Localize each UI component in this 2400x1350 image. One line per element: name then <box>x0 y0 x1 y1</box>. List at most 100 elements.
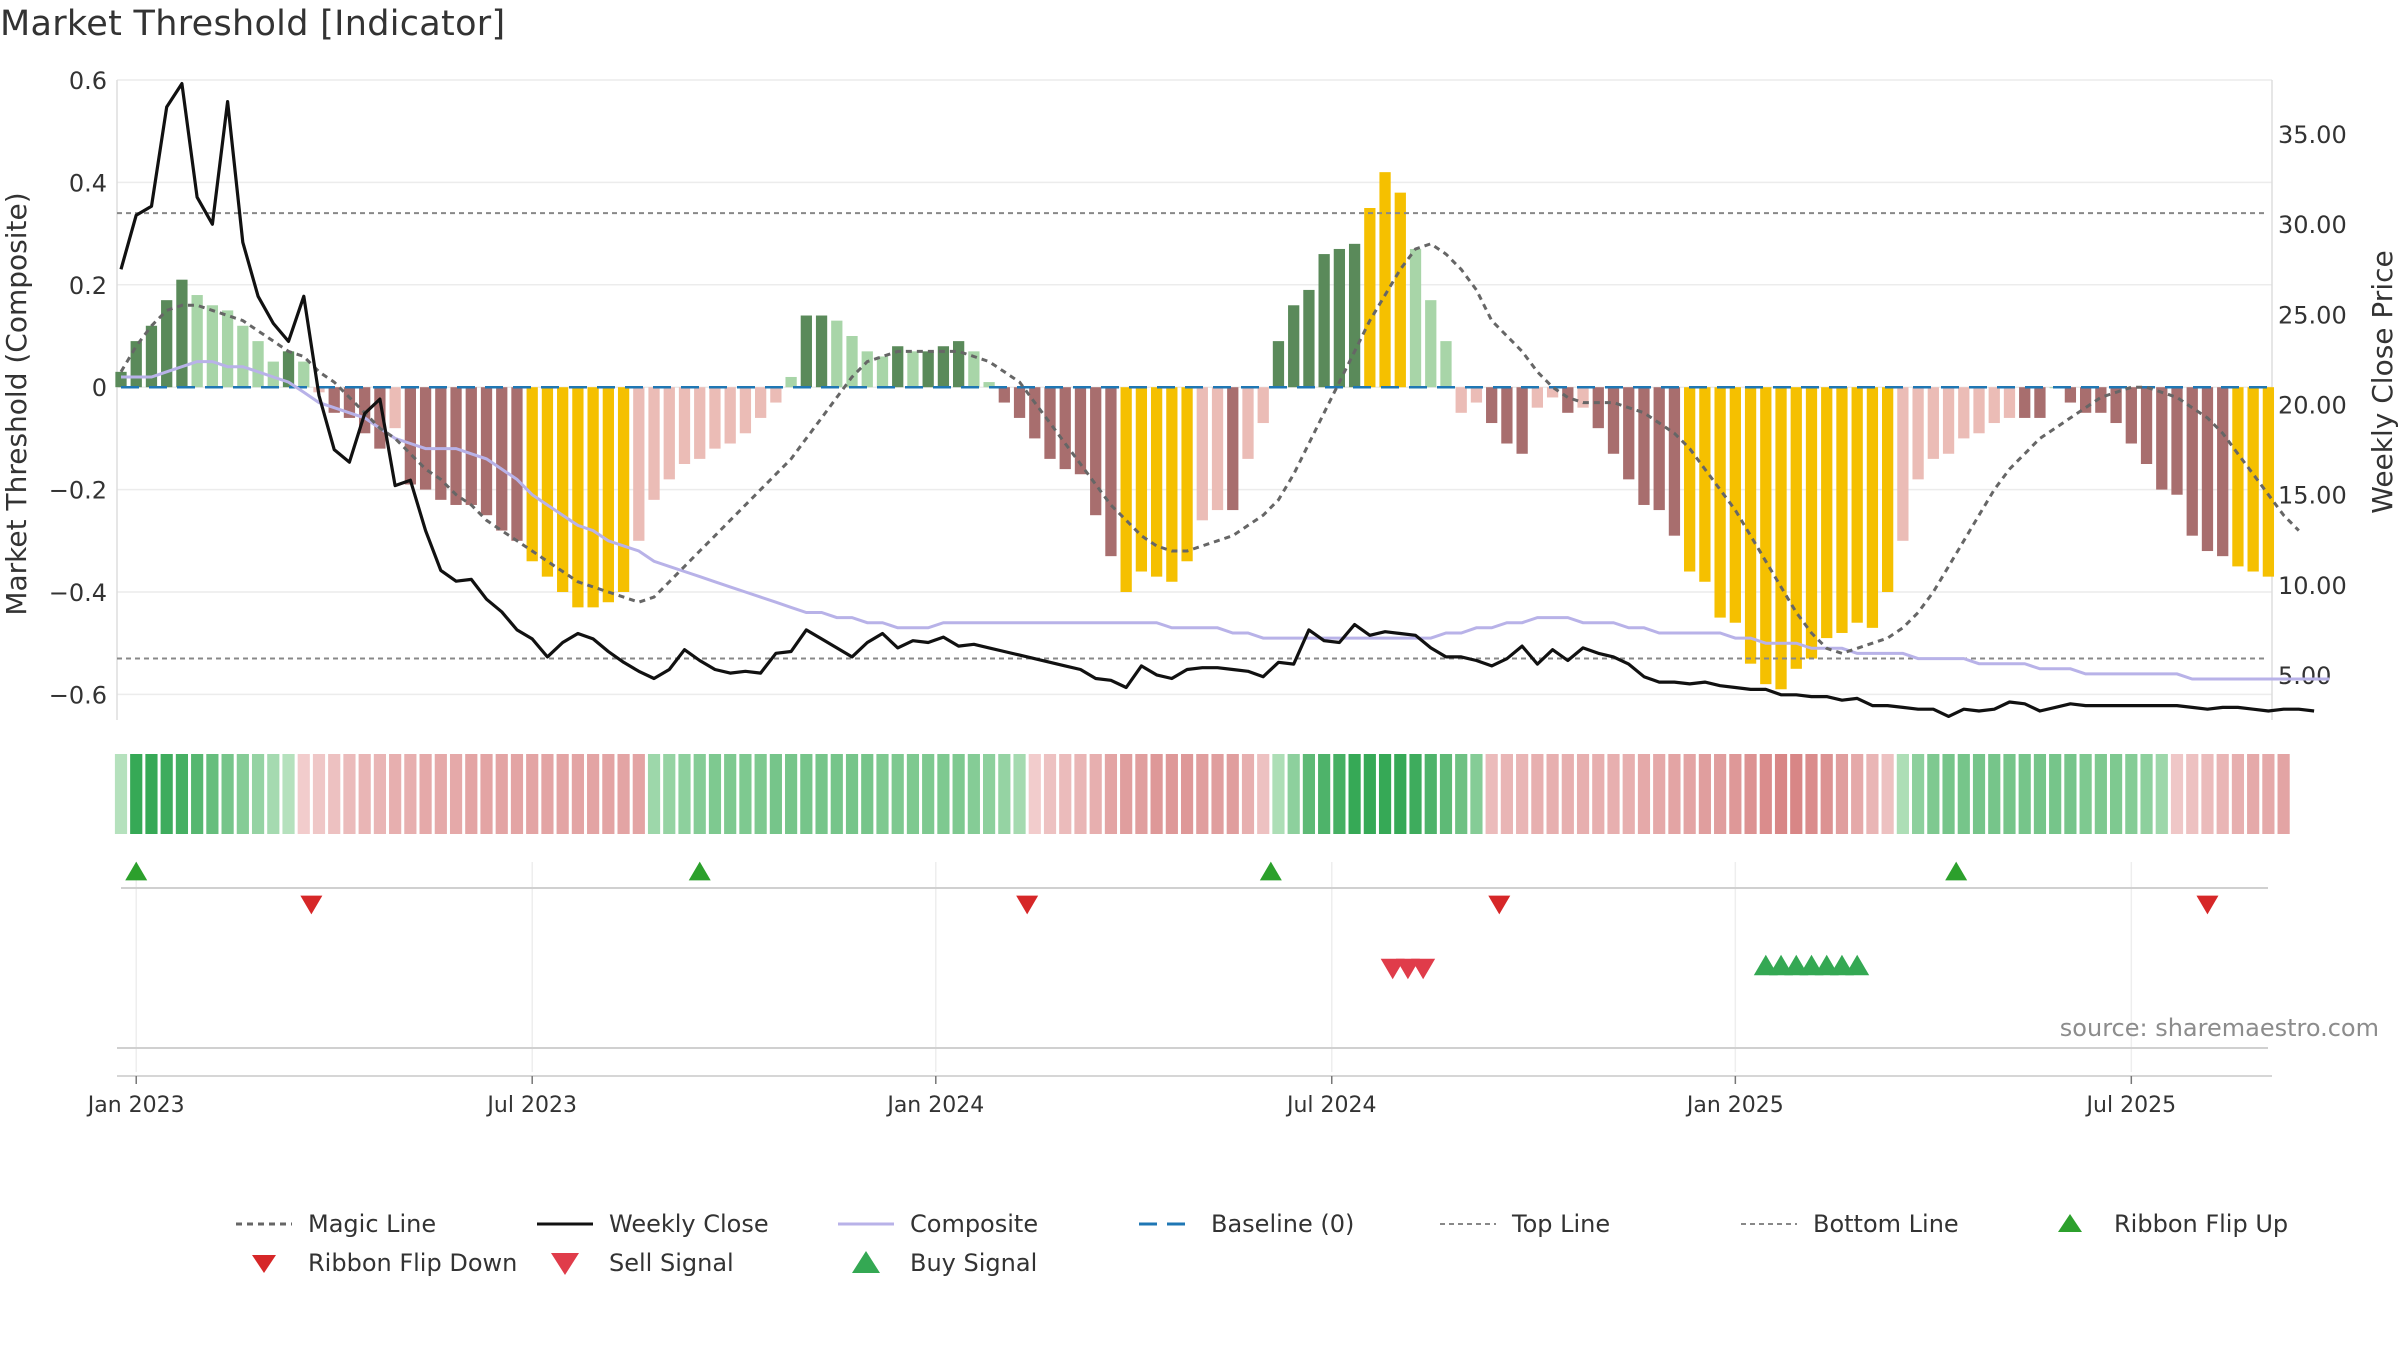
composite-bar <box>1364 208 1376 388</box>
composite-bar <box>282 351 295 388</box>
magic-line <box>119 242 2300 655</box>
composite-bar <box>2201 387 2214 552</box>
ribbon-cell <box>191 754 204 834</box>
ribbon-cell <box>1714 754 1727 834</box>
composite-bar <box>1790 387 1802 669</box>
sell-signal-marker <box>1411 958 1436 980</box>
composite-bar <box>1379 172 1391 388</box>
composite-bar <box>1135 387 1148 572</box>
legend: Magic Line Weekly Close Composite Baseline … <box>236 1210 2288 1277</box>
left-tick-label: 0.2 <box>69 272 107 300</box>
legend-label: Ribbon Flip Down <box>308 1249 517 1277</box>
composite-bar <box>907 351 919 388</box>
composite-bar <box>2079 387 2092 413</box>
chart-title: Market Threshold [Indicator] <box>0 4 506 44</box>
composite-bar <box>1486 387 1498 424</box>
composite-bar <box>892 346 904 388</box>
buy-signal-marker <box>1829 954 1854 976</box>
ribbon-cell <box>1805 754 1818 834</box>
left-tick-label: −0.6 <box>49 681 107 709</box>
composite-bar <box>2247 387 2259 572</box>
ribbon-cell <box>1546 754 1559 834</box>
legend-label: Baseline (0) <box>1211 1210 1354 1238</box>
ribbon-cell <box>602 754 615 834</box>
composite-bar <box>815 315 828 388</box>
legend-label: Magic Line <box>308 1210 436 1238</box>
composite-bar <box>557 387 569 592</box>
ribbon-cell <box>297 754 310 834</box>
composite-bar <box>1409 248 1422 388</box>
ribbon-cell <box>632 754 645 834</box>
ribbon-cell <box>1226 754 1239 834</box>
composite-bar <box>2156 387 2168 490</box>
ribbon-cell <box>1348 754 1361 834</box>
composite-bar <box>161 300 173 388</box>
composite-bar <box>1242 387 1254 459</box>
right-tick-label: 20.00 <box>2278 392 2347 420</box>
left-tick-label: −0.2 <box>49 477 107 505</box>
composite-bar <box>1272 341 1285 388</box>
ribbon-cell <box>1257 754 1270 834</box>
ribbon-flip-down-marker <box>2196 895 2219 915</box>
ribbon-cell <box>2064 754 2077 834</box>
ribbon-cell <box>1729 754 1742 834</box>
buy-signal-marker <box>1845 954 1870 976</box>
ribbon-cell <box>983 754 996 834</box>
ribbon-cell <box>1927 754 1940 834</box>
ribbon-cell <box>1881 754 1894 834</box>
right-tick-label: 10.00 <box>2278 572 2347 600</box>
legend-label: Weekly Close <box>609 1210 769 1238</box>
ribbon-cell <box>1333 754 1346 834</box>
composite-bar <box>1897 387 1909 541</box>
composite-bar <box>1394 192 1406 388</box>
ribbon-cell <box>1561 754 1574 834</box>
composite-bar <box>1592 387 1604 429</box>
composite-bar <box>1150 387 1163 577</box>
composite-bar <box>1455 387 1467 413</box>
composite-bar <box>496 387 508 531</box>
legend-flip-up-swatch <box>2058 1214 2082 1232</box>
ribbon-cell <box>2277 754 2290 834</box>
ribbon-cell <box>1302 754 1316 834</box>
ribbon-cell <box>1287 754 1300 834</box>
composite-bar <box>648 387 660 500</box>
composite-bar <box>1684 387 1696 572</box>
composite-bar <box>800 315 812 388</box>
ribbon-cell <box>2109 754 2123 834</box>
ribbon-cell <box>891 754 904 834</box>
ribbon-cell <box>2186 754 2199 834</box>
ribbon-cell <box>998 754 1011 834</box>
composite-bar <box>831 320 843 388</box>
left-tick-label: 0.4 <box>69 169 107 197</box>
composite-bar <box>404 387 416 485</box>
ribbon-cell <box>1196 754 1209 834</box>
composite-bar <box>191 295 203 388</box>
ribbon-cell <box>1180 754 1194 834</box>
composite-bar <box>1257 387 1269 424</box>
ribbon-cell <box>2140 754 2153 834</box>
composite-bar <box>1729 387 1741 623</box>
composite-bar <box>2019 387 2031 418</box>
ribbon-cell <box>556 754 569 834</box>
legend-buy-swatch <box>852 1251 880 1273</box>
composite-bar <box>1105 387 1117 557</box>
ribbon-cell <box>1820 754 1833 834</box>
composite-bar <box>2110 387 2122 424</box>
ribbon-cell <box>1394 754 1407 834</box>
x-tick-label: Jul 2024 <box>1285 1093 1377 1118</box>
composite-bar <box>1440 341 1452 388</box>
composite-bar <box>2171 387 2183 495</box>
ribbon-cell <box>236 754 249 834</box>
ribbon-cell <box>1698 754 1711 834</box>
legend-sell-swatch <box>551 1253 579 1275</box>
composite-bar <box>739 387 752 434</box>
ribbon-cell <box>1972 754 1986 834</box>
ribbon-cell <box>1485 754 1498 834</box>
buy-signal-marker <box>1814 954 1839 976</box>
ribbon-cell <box>800 754 813 834</box>
legend-label: Sell Signal <box>609 1249 734 1277</box>
right-tick-label: 15.00 <box>2278 482 2347 510</box>
ribbon-flip-up-marker <box>688 861 711 881</box>
ribbon-cell <box>1637 754 1651 834</box>
composite-bar <box>1090 387 1102 516</box>
